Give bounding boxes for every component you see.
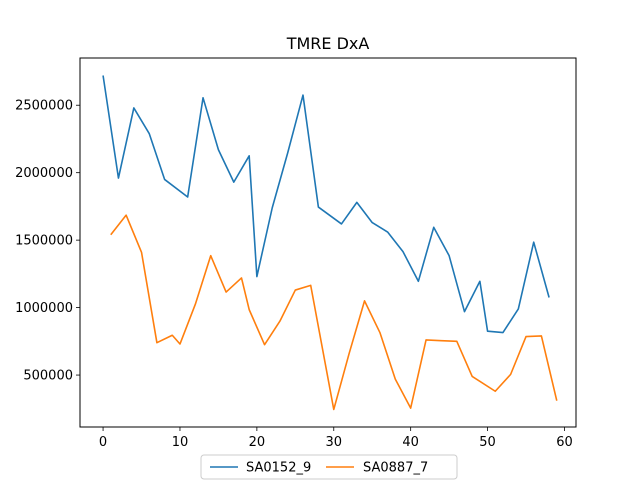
chart-title: TMRE DxA <box>286 34 370 53</box>
series-line-sa0152-9 <box>102 75 550 334</box>
y-axis: 500000 1000000 1500000 2000000 2500000 <box>15 99 80 384</box>
legend: SA0152_9 SA0887_7 <box>200 454 458 480</box>
y-tick-label: 2500000 <box>15 99 73 114</box>
plot-lines <box>102 75 558 411</box>
axes-frame <box>79 57 577 428</box>
x-tick-label: 60 <box>556 435 573 450</box>
series-line-sa0887-7 <box>110 214 558 411</box>
y-tick-label: 1500000 <box>15 234 73 249</box>
x-tick-label: 40 <box>402 435 419 450</box>
x-tick-label: 50 <box>479 435 496 450</box>
x-tick-label: 10 <box>172 435 189 450</box>
x-tick-label: 30 <box>325 435 342 450</box>
y-tick-label: 1000000 <box>15 301 73 316</box>
y-tick-label: 2000000 <box>15 166 73 181</box>
x-axis: 0 10 20 30 40 50 60 <box>99 427 573 450</box>
legend-label-sa0887-7: SA0887_7 <box>363 461 428 476</box>
y-tick-label: 500000 <box>23 369 73 384</box>
x-tick-label: 0 <box>99 435 107 450</box>
legend-label-sa0152-9: SA0152_9 <box>246 461 311 476</box>
x-tick-label: 20 <box>249 435 266 450</box>
